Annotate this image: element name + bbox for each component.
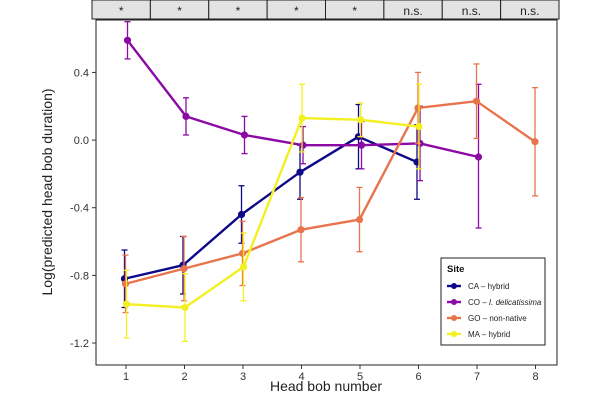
data-point-3-8 bbox=[531, 138, 539, 146]
significance-strip: * * * * * n.s. n.s. n.s. bbox=[91, 0, 560, 20]
legend-label-4: MA – hybrid bbox=[468, 330, 510, 339]
x-tick-label-8: 8 bbox=[532, 371, 538, 383]
data-point-2-2 bbox=[182, 112, 190, 120]
data-point-4-5 bbox=[356, 116, 365, 124]
y-tick-label-0: -1.2 bbox=[70, 338, 89, 350]
axes-layer: 1 2 3 4 5 6 7 8 -1.2 -0.8 -0.4 0.0 0.4 bbox=[70, 67, 539, 383]
significance-label-7: n.s. bbox=[462, 4, 481, 18]
x-axis-label: Head bob number bbox=[270, 378, 382, 394]
significance-label-3: * bbox=[236, 4, 241, 18]
x-tick-label-6: 6 bbox=[415, 371, 421, 383]
x-tick-label-4: 4 bbox=[298, 371, 304, 383]
y-tick-label-3: 0.0 bbox=[74, 135, 89, 147]
data-point-2-1 bbox=[123, 36, 132, 44]
significance-label-6: n.s. bbox=[403, 4, 422, 18]
data-point-4-1 bbox=[122, 300, 131, 308]
significance-cell-8 bbox=[500, 0, 560, 20]
legend-item-1: CA – hybrid bbox=[447, 282, 509, 291]
legend-item-4: MA – hybrid bbox=[447, 330, 510, 339]
legend-item-2: CO – I. delicatissima bbox=[447, 298, 542, 307]
significance-label-1: * bbox=[119, 4, 124, 18]
series-layer bbox=[120, 21, 539, 342]
data-point-3-6 bbox=[414, 104, 422, 112]
data-point-4-6 bbox=[415, 122, 423, 131]
x-tick-label-3: 3 bbox=[240, 371, 246, 383]
series-line-4 bbox=[126, 116, 420, 309]
data-point-3-3 bbox=[238, 249, 247, 257]
legend-marker-1 bbox=[451, 283, 457, 289]
series-4 bbox=[122, 83, 423, 342]
y-tick-label-1: -0.8 bbox=[70, 270, 89, 282]
data-point-3-5 bbox=[355, 215, 364, 224]
data-point-4-2 bbox=[181, 303, 189, 312]
data-point-3-2 bbox=[180, 265, 188, 273]
significance-label-4: * bbox=[294, 4, 299, 18]
data-point-2-3 bbox=[240, 131, 249, 139]
significance-label-2: * bbox=[177, 4, 182, 18]
data-point-4-4 bbox=[298, 114, 306, 122]
legend-item-3: GO – non-native bbox=[447, 314, 527, 323]
x-tick-label-1: 1 bbox=[123, 371, 129, 383]
legend-title: Site bbox=[447, 264, 464, 275]
data-point-3-4 bbox=[297, 226, 305, 234]
data-point-4-3 bbox=[239, 263, 248, 271]
data-point-2-4 bbox=[299, 141, 307, 149]
legend-marker-3 bbox=[451, 315, 457, 321]
data-point-1-4 bbox=[296, 168, 304, 176]
data-point-3-1 bbox=[121, 280, 130, 288]
y-tick-label-2: -0.4 bbox=[70, 203, 89, 215]
significance-label-5: * bbox=[352, 4, 357, 18]
data-point-2-5 bbox=[357, 141, 366, 149]
y-tick-label-4: 0.4 bbox=[74, 67, 89, 79]
y-axis-label: Log(predicted head bob duration) bbox=[39, 88, 55, 295]
significance-label-8: n.s. bbox=[520, 4, 539, 18]
legend-label-2: CO – I. delicatissima bbox=[468, 298, 542, 307]
x-tick-label-5: 5 bbox=[357, 371, 363, 383]
x-tick-label-2: 2 bbox=[181, 371, 187, 383]
series-line-3 bbox=[125, 99, 536, 285]
x-tick-label-7: 7 bbox=[474, 371, 480, 383]
legend-marker-4 bbox=[451, 331, 457, 337]
series-3 bbox=[121, 63, 539, 314]
legend-label-3: GO – non-native bbox=[468, 314, 527, 323]
data-point-2-7 bbox=[474, 153, 483, 161]
legend-label-1: CA – hybrid bbox=[468, 282, 509, 291]
legend-marker-2 bbox=[451, 299, 457, 305]
legend: Site CA – hybrid CO – I. delicatissima GO –… bbox=[440, 257, 546, 346]
series-line-1 bbox=[124, 135, 418, 280]
data-point-3-7 bbox=[472, 97, 481, 105]
data-point-1-3 bbox=[237, 210, 246, 219]
